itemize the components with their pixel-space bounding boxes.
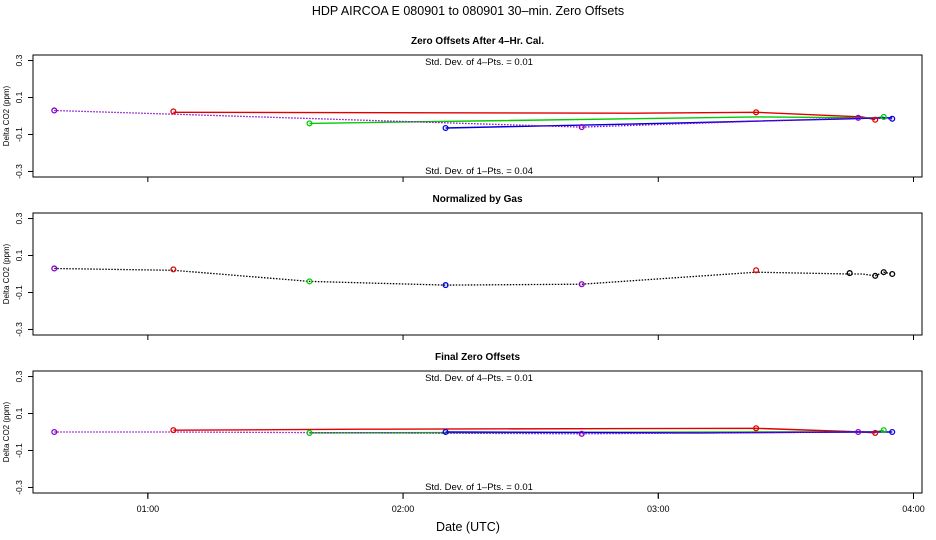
data-point xyxy=(846,270,853,277)
figure-title: HDP AIRCOA E 080901 to 080901 30–min. Ze… xyxy=(312,4,624,18)
series-line-4 xyxy=(54,109,893,128)
data-point xyxy=(442,428,449,436)
y-tick-label: -0.3 xyxy=(14,322,24,337)
y-tick-label: -0.1 xyxy=(14,127,24,142)
series-line-1 xyxy=(54,267,893,286)
data-point xyxy=(872,116,879,123)
data-point xyxy=(880,269,887,276)
data-point xyxy=(442,282,449,289)
data-point xyxy=(889,428,896,436)
data-point xyxy=(880,113,887,120)
annotation-1pt-std-dev: Std. Dev. of 1–Pts. = 0.01 xyxy=(425,482,533,493)
y-tick-label: -0.3 xyxy=(14,480,24,495)
x-tick-label: 03:00 xyxy=(647,504,670,514)
y-axis-label: Delta CO2 (ppm) xyxy=(2,401,11,462)
shared-x-axis: 01:00 02:00 03:00 04:00 xyxy=(137,493,925,514)
data-point xyxy=(442,124,449,132)
data-point xyxy=(855,428,862,436)
data-point xyxy=(51,107,58,114)
panel-3: Final Zero Offsets -0.3 -0.1 0.1 0.3 Delta CO… xyxy=(2,352,923,498)
panel-frame xyxy=(32,370,923,494)
data-point xyxy=(578,124,585,131)
y-tick-label: 0.1 xyxy=(14,407,24,419)
data-point xyxy=(578,281,585,288)
data-point xyxy=(753,425,760,432)
data-point xyxy=(889,115,896,122)
panel-1: Zero Offsets After 4–Hr. Cal. -0.3 -0.1 0.1… xyxy=(2,36,923,182)
data-point xyxy=(872,429,879,436)
data-point xyxy=(578,430,585,437)
x-tick-label: 04:00 xyxy=(902,504,925,514)
y-axis-label: Delta CO2 (ppm) xyxy=(2,243,11,304)
series-line-1 xyxy=(173,111,876,121)
data-point xyxy=(855,114,862,121)
data-point xyxy=(170,427,177,434)
data-point xyxy=(306,278,313,285)
data-point xyxy=(753,267,760,274)
annotation-4pt-std-dev: Std. Dev. of 4–Pts. = 0.01 xyxy=(425,57,533,68)
x-tick-label: 01:00 xyxy=(137,504,160,514)
panel-frame xyxy=(32,212,923,336)
data-point xyxy=(872,272,879,279)
y-tick-label: -0.1 xyxy=(14,285,24,300)
panel-2: Normalized by Gas -0.3 -0.1 0.1 0.3 Delta CO2… xyxy=(2,194,923,340)
annotation-1pt-std-dev: Std. Dev. of 1–Pts. = 0.04 xyxy=(425,166,533,177)
data-point xyxy=(889,270,896,278)
panels: Zero Offsets After 4–Hr. Cal. -0.3 -0.1 0.1… xyxy=(2,36,923,498)
series-line-4 xyxy=(54,431,893,435)
panel-frame xyxy=(32,54,923,178)
y-tick-label: 0.1 xyxy=(14,91,24,103)
data-point xyxy=(170,266,177,273)
panel-title: Normalized by Gas xyxy=(432,194,522,205)
y-tick-label: 0.3 xyxy=(14,212,24,224)
y-tick-label: 0.1 xyxy=(14,249,24,261)
y-tick-label: -0.3 xyxy=(14,164,24,179)
data-point xyxy=(306,120,313,127)
data-point xyxy=(170,108,177,115)
data-point xyxy=(51,428,58,436)
y-tick-label: 0.3 xyxy=(14,54,24,66)
panel-title: Zero Offsets After 4–Hr. Cal. xyxy=(411,36,544,47)
panel-title: Final Zero Offsets xyxy=(435,352,520,363)
data-point xyxy=(51,265,58,272)
series-line-3 xyxy=(445,431,893,434)
x-axis-label: Date (UTC) xyxy=(436,520,500,534)
y-axis-label: Delta CO2 (ppm) xyxy=(2,85,11,146)
y-tick-label: -0.1 xyxy=(14,443,24,458)
annotation-4pt-std-dev: Std. Dev. of 4–Pts. = 0.01 xyxy=(425,373,533,384)
data-point xyxy=(880,427,887,434)
x-tick-label: 02:00 xyxy=(392,504,415,514)
y-tick-label: 0.3 xyxy=(14,370,24,382)
data-point xyxy=(753,109,760,116)
data-point xyxy=(306,429,313,436)
